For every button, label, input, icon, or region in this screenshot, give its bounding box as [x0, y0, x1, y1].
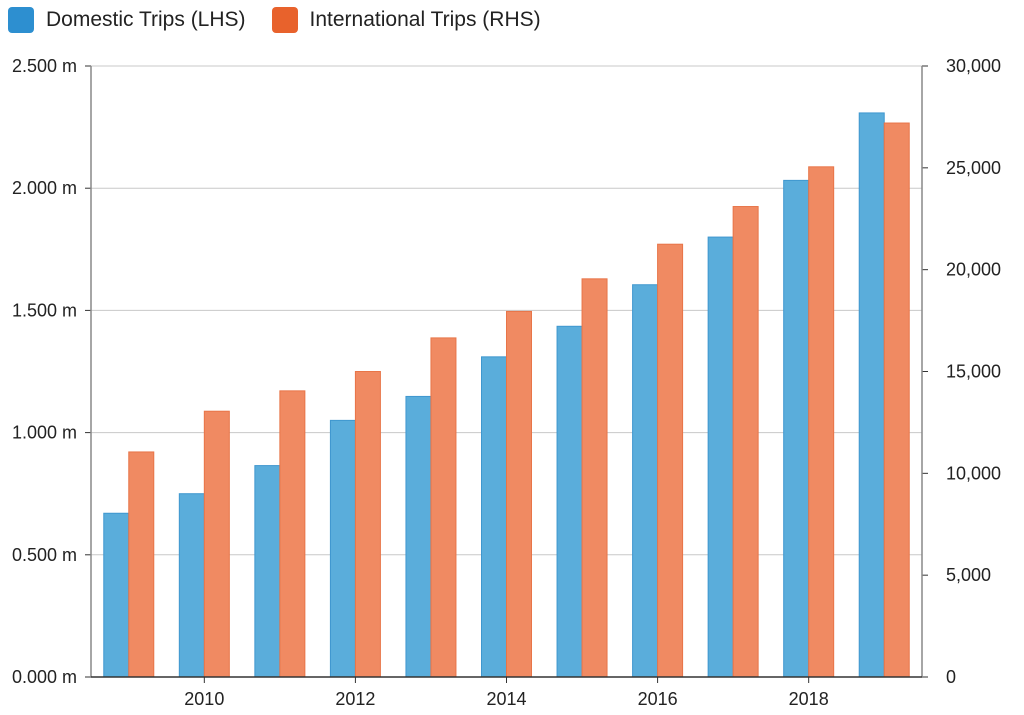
legend-item-international[interactable]: International Trips (RHS): [271, 7, 541, 33]
right-tick-label: 0: [946, 667, 956, 687]
bar-domestic-2012[interactable]: [329, 419, 356, 678]
bar-international-2009[interactable]: [128, 451, 155, 678]
bar-international-2013[interactable]: [430, 337, 457, 678]
right-tick-label: 20,000: [946, 260, 1001, 280]
legend-label-international: International Trips (RHS): [309, 8, 541, 31]
bar-domestic-2010[interactable]: [178, 493, 205, 678]
bar-international-2019[interactable]: [883, 122, 910, 678]
bar-international-2016[interactable]: [657, 243, 684, 678]
left-tick-label: 1.000 m: [12, 423, 77, 443]
legend: Domestic Trips (LHS) International Trips…: [8, 4, 567, 36]
right-tick-label: 15,000: [946, 362, 1001, 382]
x-tick-label: 2018: [789, 689, 829, 709]
legend-swatch-domestic: [8, 7, 34, 33]
bar-domestic-2013[interactable]: [405, 395, 432, 678]
bar-domestic-2015[interactable]: [556, 325, 583, 678]
right-tick-label: 30,000: [946, 56, 1001, 76]
x-tick-label: 2016: [638, 689, 678, 709]
bar-international-2018[interactable]: [808, 166, 835, 678]
x-tick-label: 2014: [486, 689, 526, 709]
bar-domestic-2017[interactable]: [707, 236, 734, 678]
bar-domestic-2011[interactable]: [254, 465, 281, 678]
bar-international-2010[interactable]: [203, 410, 230, 678]
bar-domestic-2016[interactable]: [632, 284, 659, 678]
right-tick-label: 25,000: [946, 158, 1001, 178]
right-tick-label: 5,000: [946, 565, 991, 585]
left-tick-label: 2.000 m: [12, 178, 77, 198]
legend-label-domestic: Domestic Trips (LHS): [46, 8, 246, 31]
bar-international-2011[interactable]: [279, 390, 306, 678]
bar-international-2012[interactable]: [354, 371, 381, 678]
bar-domestic-2019[interactable]: [858, 112, 885, 678]
left-tick-label: 1.500 m: [12, 300, 77, 320]
legend-item-domestic[interactable]: Domestic Trips (LHS): [8, 7, 246, 33]
x-tick-label: 2010: [184, 689, 224, 709]
left-tick-label: 0.000 m: [12, 667, 77, 687]
right-tick-label: 10,000: [946, 463, 1001, 483]
bar-international-2014[interactable]: [506, 310, 532, 678]
x-tick-label: 2012: [335, 689, 375, 709]
bar-domestic-2018[interactable]: [783, 179, 810, 678]
bar-domestic-2009[interactable]: [103, 512, 130, 678]
bar-international-2017[interactable]: [732, 206, 759, 678]
left-tick-label: 0.500 m: [12, 545, 77, 565]
bar-international-2015[interactable]: [581, 278, 608, 678]
legend-swatch-international: [271, 7, 298, 33]
bar-domestic-2014[interactable]: [481, 356, 507, 678]
left-tick-label: 2.500 m: [12, 56, 77, 76]
